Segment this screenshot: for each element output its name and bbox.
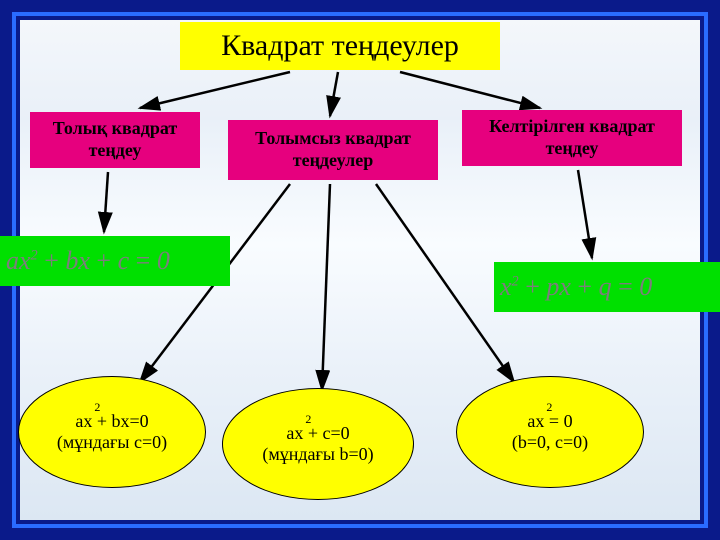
ellipse-bx: ax2 + bx=0(мұндағы с=0) [18, 376, 206, 488]
formula-text: x2 + px + q = 0 [500, 271, 652, 302]
category-full-label: Толық квадрат теңдеу [53, 118, 178, 161]
category-incomplete-label: Толымсыз квадрат теңдеулер [255, 128, 411, 171]
formula-general: ax2 + bx + c = 0 [0, 236, 230, 286]
category-full: Толық квадрат теңдеу [30, 112, 200, 168]
ellipse-line2: (b=0, c=0) [512, 432, 588, 453]
ellipse-line2: (мұндағы с=0) [57, 432, 167, 453]
ellipse-line2: (мұндағы b=0) [262, 444, 373, 465]
ellipse-line1: ax2 = 0 [527, 411, 572, 432]
formula-text: ax2 + bx + c = 0 [6, 245, 170, 276]
ellipse-line1: ax2 + bx=0 [75, 411, 148, 432]
ellipse-zero: ax2 = 0(b=0, c=0) [456, 376, 644, 488]
category-reduced: Келтірілген квадрат теңдеу [462, 110, 682, 166]
category-reduced-label: Келтірілген квадрат теңдеу [489, 116, 655, 159]
diagram-title: Квадрат теңдеулер [180, 22, 500, 70]
ellipse-line1: ax2 + c=0 [286, 423, 349, 444]
category-incomplete: Толымсыз квадрат теңдеулер [228, 120, 438, 180]
formula-reduced: x2 + px + q = 0 [494, 262, 720, 312]
diagram-title-text: Квадрат теңдеулер [221, 28, 459, 64]
ellipse-c: ax2 + c=0(мұндағы b=0) [222, 388, 414, 500]
